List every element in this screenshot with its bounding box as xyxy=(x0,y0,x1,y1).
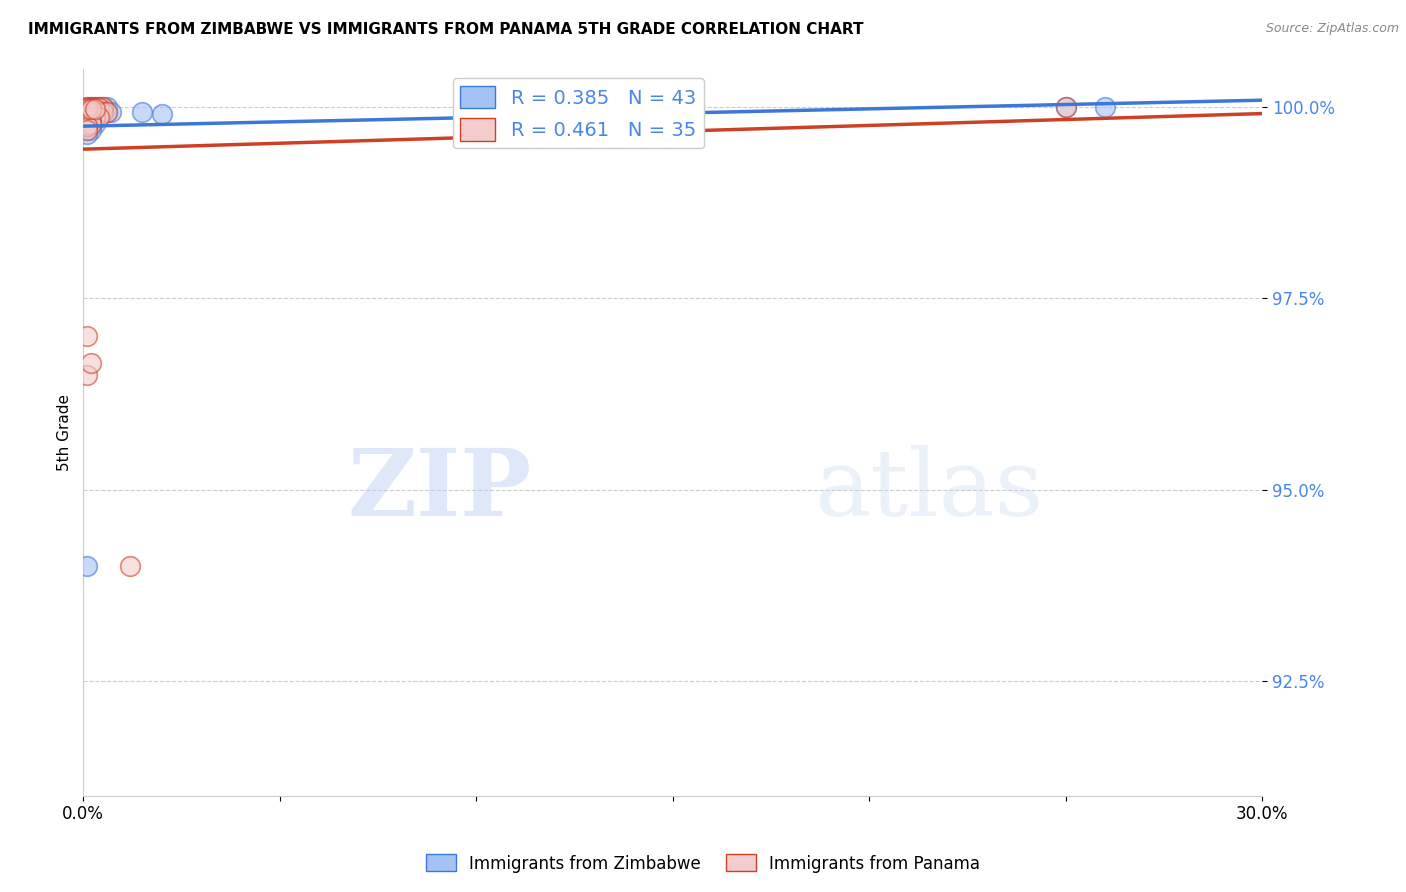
Point xyxy=(84,110,107,124)
Point xyxy=(80,103,103,118)
Point xyxy=(76,113,98,128)
Point xyxy=(84,101,107,115)
Point xyxy=(80,110,103,124)
Point xyxy=(120,559,142,574)
Point xyxy=(76,117,98,131)
Point xyxy=(91,101,114,115)
Text: atlas: atlas xyxy=(814,445,1043,535)
Point xyxy=(76,110,98,124)
Legend: R = 0.385   N = 43, R = 0.461   N = 35: R = 0.385 N = 43, R = 0.461 N = 35 xyxy=(453,78,704,148)
Y-axis label: 5th Grade: 5th Grade xyxy=(58,393,72,471)
Point xyxy=(76,100,98,114)
Point xyxy=(76,102,98,116)
Point xyxy=(80,110,103,124)
Point xyxy=(76,112,98,127)
Point xyxy=(76,110,98,124)
Point xyxy=(80,122,103,136)
Point xyxy=(80,100,103,114)
Point xyxy=(80,356,103,370)
Point xyxy=(80,103,103,118)
Point xyxy=(96,105,118,120)
Point xyxy=(87,100,110,114)
Point xyxy=(96,100,118,114)
Text: ZIP: ZIP xyxy=(347,445,531,535)
Point xyxy=(76,122,98,136)
Point xyxy=(76,103,98,118)
Point xyxy=(87,102,110,116)
Point xyxy=(1054,100,1077,114)
Legend: Immigrants from Zimbabwe, Immigrants from Panama: Immigrants from Zimbabwe, Immigrants fro… xyxy=(419,847,987,880)
Point xyxy=(80,117,103,131)
Point xyxy=(1094,100,1116,114)
Point xyxy=(76,559,98,574)
Point xyxy=(76,127,98,141)
Point xyxy=(84,100,107,114)
Point xyxy=(84,110,107,124)
Point xyxy=(84,100,107,114)
Point xyxy=(76,119,98,133)
Point xyxy=(80,101,103,115)
Point xyxy=(80,102,103,116)
Point xyxy=(96,105,118,120)
Point xyxy=(76,102,98,116)
Point xyxy=(76,329,98,343)
Point xyxy=(84,102,107,116)
Point xyxy=(91,105,114,120)
Point xyxy=(76,368,98,382)
Text: IMMIGRANTS FROM ZIMBABWE VS IMMIGRANTS FROM PANAMA 5TH GRADE CORRELATION CHART: IMMIGRANTS FROM ZIMBABWE VS IMMIGRANTS F… xyxy=(28,22,863,37)
Point xyxy=(76,117,98,131)
Point xyxy=(100,105,122,120)
Point xyxy=(76,100,98,114)
Point xyxy=(87,110,110,124)
Point xyxy=(80,102,103,116)
Point xyxy=(84,117,107,131)
Point xyxy=(1054,100,1077,114)
Point xyxy=(84,105,107,120)
Point xyxy=(76,101,98,115)
Point xyxy=(87,105,110,120)
Point xyxy=(80,101,103,115)
Point xyxy=(80,117,103,131)
Point xyxy=(131,105,153,120)
Point xyxy=(84,101,107,115)
Point xyxy=(91,105,114,120)
Point xyxy=(84,103,107,118)
Point xyxy=(87,101,110,115)
Point xyxy=(80,119,103,133)
Point xyxy=(76,103,98,118)
Point xyxy=(91,100,114,114)
Point xyxy=(84,102,107,116)
Point xyxy=(76,122,98,136)
Point xyxy=(84,103,107,118)
Point xyxy=(84,105,107,120)
Point xyxy=(87,100,110,114)
Point xyxy=(80,112,103,127)
Point xyxy=(150,107,173,121)
Point xyxy=(87,110,110,124)
Point xyxy=(87,101,110,115)
Point xyxy=(87,105,110,120)
Point xyxy=(91,100,114,114)
Text: Source: ZipAtlas.com: Source: ZipAtlas.com xyxy=(1265,22,1399,36)
Point xyxy=(80,113,103,128)
Point xyxy=(76,119,98,133)
Point xyxy=(91,102,114,116)
Point xyxy=(80,100,103,114)
